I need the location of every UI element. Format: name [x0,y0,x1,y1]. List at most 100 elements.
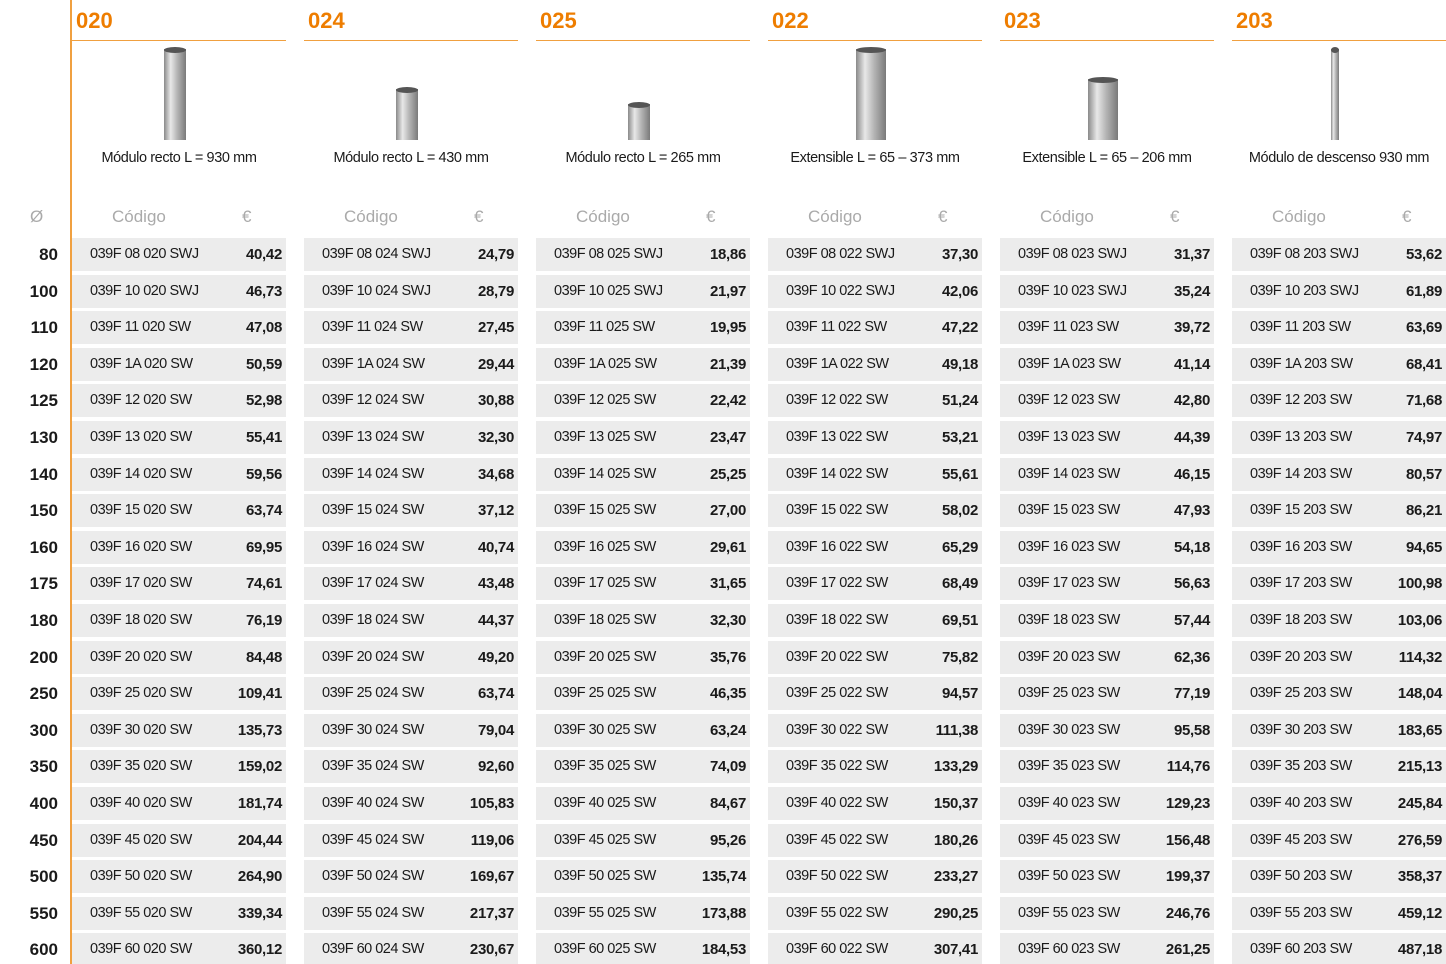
price: 41,14 [1173,355,1210,373]
code: 039F 30 025 SW [554,721,656,738]
price: 55,61 [941,465,978,483]
row-band [304,347,518,381]
code: 039F 30 020 SW [90,721,192,738]
underline [72,40,286,41]
price: 47,08 [245,319,282,337]
price: 44,39 [1173,429,1210,446]
row-band [72,604,286,637]
price: 94,65 [1405,538,1442,556]
price: 69,51 [941,612,978,629]
row-band [1000,640,1214,674]
product-code: 024 [308,8,345,33]
price: 133,29 [933,758,978,776]
row-band [304,457,518,491]
price: 43,48 [477,575,514,593]
row-band [72,860,286,894]
code: 039F 35 023 SW [1018,758,1120,775]
row-band [768,933,982,964]
underline [304,40,518,41]
code: 039F 13 022 SW [786,429,888,445]
price: 34,68 [477,465,514,483]
diameter: 160 [29,537,58,557]
row-band [304,311,518,345]
code: 039F 30 023 SW [1018,721,1120,738]
price: 79,04 [477,721,514,739]
row-band [768,567,982,601]
code: 039F 60 024 SW [322,941,424,958]
price: 246,76 [1165,904,1210,922]
price: 114,32 [1398,648,1443,666]
row-band [1000,274,1214,308]
row-band [1000,421,1214,454]
code: 039F 14 025 SW [554,465,656,482]
row-band [72,274,286,308]
price: 95,58 [1173,721,1210,739]
price: 59,56 [245,465,282,483]
price: 42,06 [941,282,978,300]
row-band [72,640,286,674]
row-band [768,384,982,418]
code: 039F 20 023 SW [1018,648,1120,665]
price: 148,04 [1397,685,1442,703]
price: 111,38 [935,721,979,739]
price: 181,74 [237,795,282,812]
code: 039F 1A 022 SW [786,355,889,372]
code-header: Código [112,207,166,226]
code: 039F 17 023 SW [1018,575,1120,592]
price: 22,42 [709,392,746,410]
code: 039F 08 203 SWJ [1250,246,1359,262]
price: 487,18 [1397,941,1442,959]
row-band [304,604,518,637]
diameter: 250 [29,684,58,704]
row-band [1232,494,1446,528]
code: 039F 35 024 SW [322,758,424,775]
diameter: 180 [29,611,58,630]
price: 199,37 [1165,868,1210,886]
row-band [72,567,286,601]
code: 039F 08 025 SWJ [554,246,663,262]
row-band [768,677,982,711]
price: 105,83 [469,795,514,812]
row-band [304,677,518,711]
product-description: Extensible L = 65 – 373 mm [790,150,960,166]
price: 19,95 [709,319,746,337]
price: 307,41 [933,941,978,959]
price: 217,37 [469,904,514,922]
row-band [304,823,518,857]
row-band [768,713,982,747]
price: 135,74 [701,868,746,886]
row-band [1000,713,1214,747]
price: 47,22 [941,319,978,337]
price: 53,21 [941,429,978,446]
product-description: Módulo recto L = 265 mm [565,150,721,166]
price: 49,20 [477,648,514,666]
code: 039F 1A 025 SW [554,355,657,372]
product-description: Módulo de descenso 930 mm [1248,150,1430,166]
code: 039F 15 023 SW [1018,502,1120,519]
row-band [1232,530,1446,564]
row-band [768,896,982,930]
product-description: Extensible L = 65 – 206 mm [1022,150,1192,166]
row-band [72,823,286,857]
code: 039F 40 203 SW [1250,795,1352,811]
code: 039F 17 020 SW [90,575,192,592]
price: 76,19 [245,612,282,629]
row-band [536,750,750,784]
price: 69,95 [245,538,282,556]
code: 039F 1A 023 SW [1018,355,1121,372]
row-band [1000,567,1214,601]
row-band [536,457,750,491]
code: 039F 60 023 SW [1018,941,1120,958]
code: 039F 45 022 SW [786,831,888,848]
price: 30,88 [477,392,514,410]
product-code: 025 [540,8,577,33]
code: 039F 15 025 SW [554,502,656,519]
code: 039F 16 022 SW [786,538,888,555]
code: 039F 11 020 SW [90,319,191,336]
price: 135,73 [237,721,282,739]
price: 63,74 [477,685,514,703]
row-band [304,384,518,418]
row-band [768,604,982,637]
row-band [304,567,518,601]
code: 039F 55 025 SW [554,904,656,921]
